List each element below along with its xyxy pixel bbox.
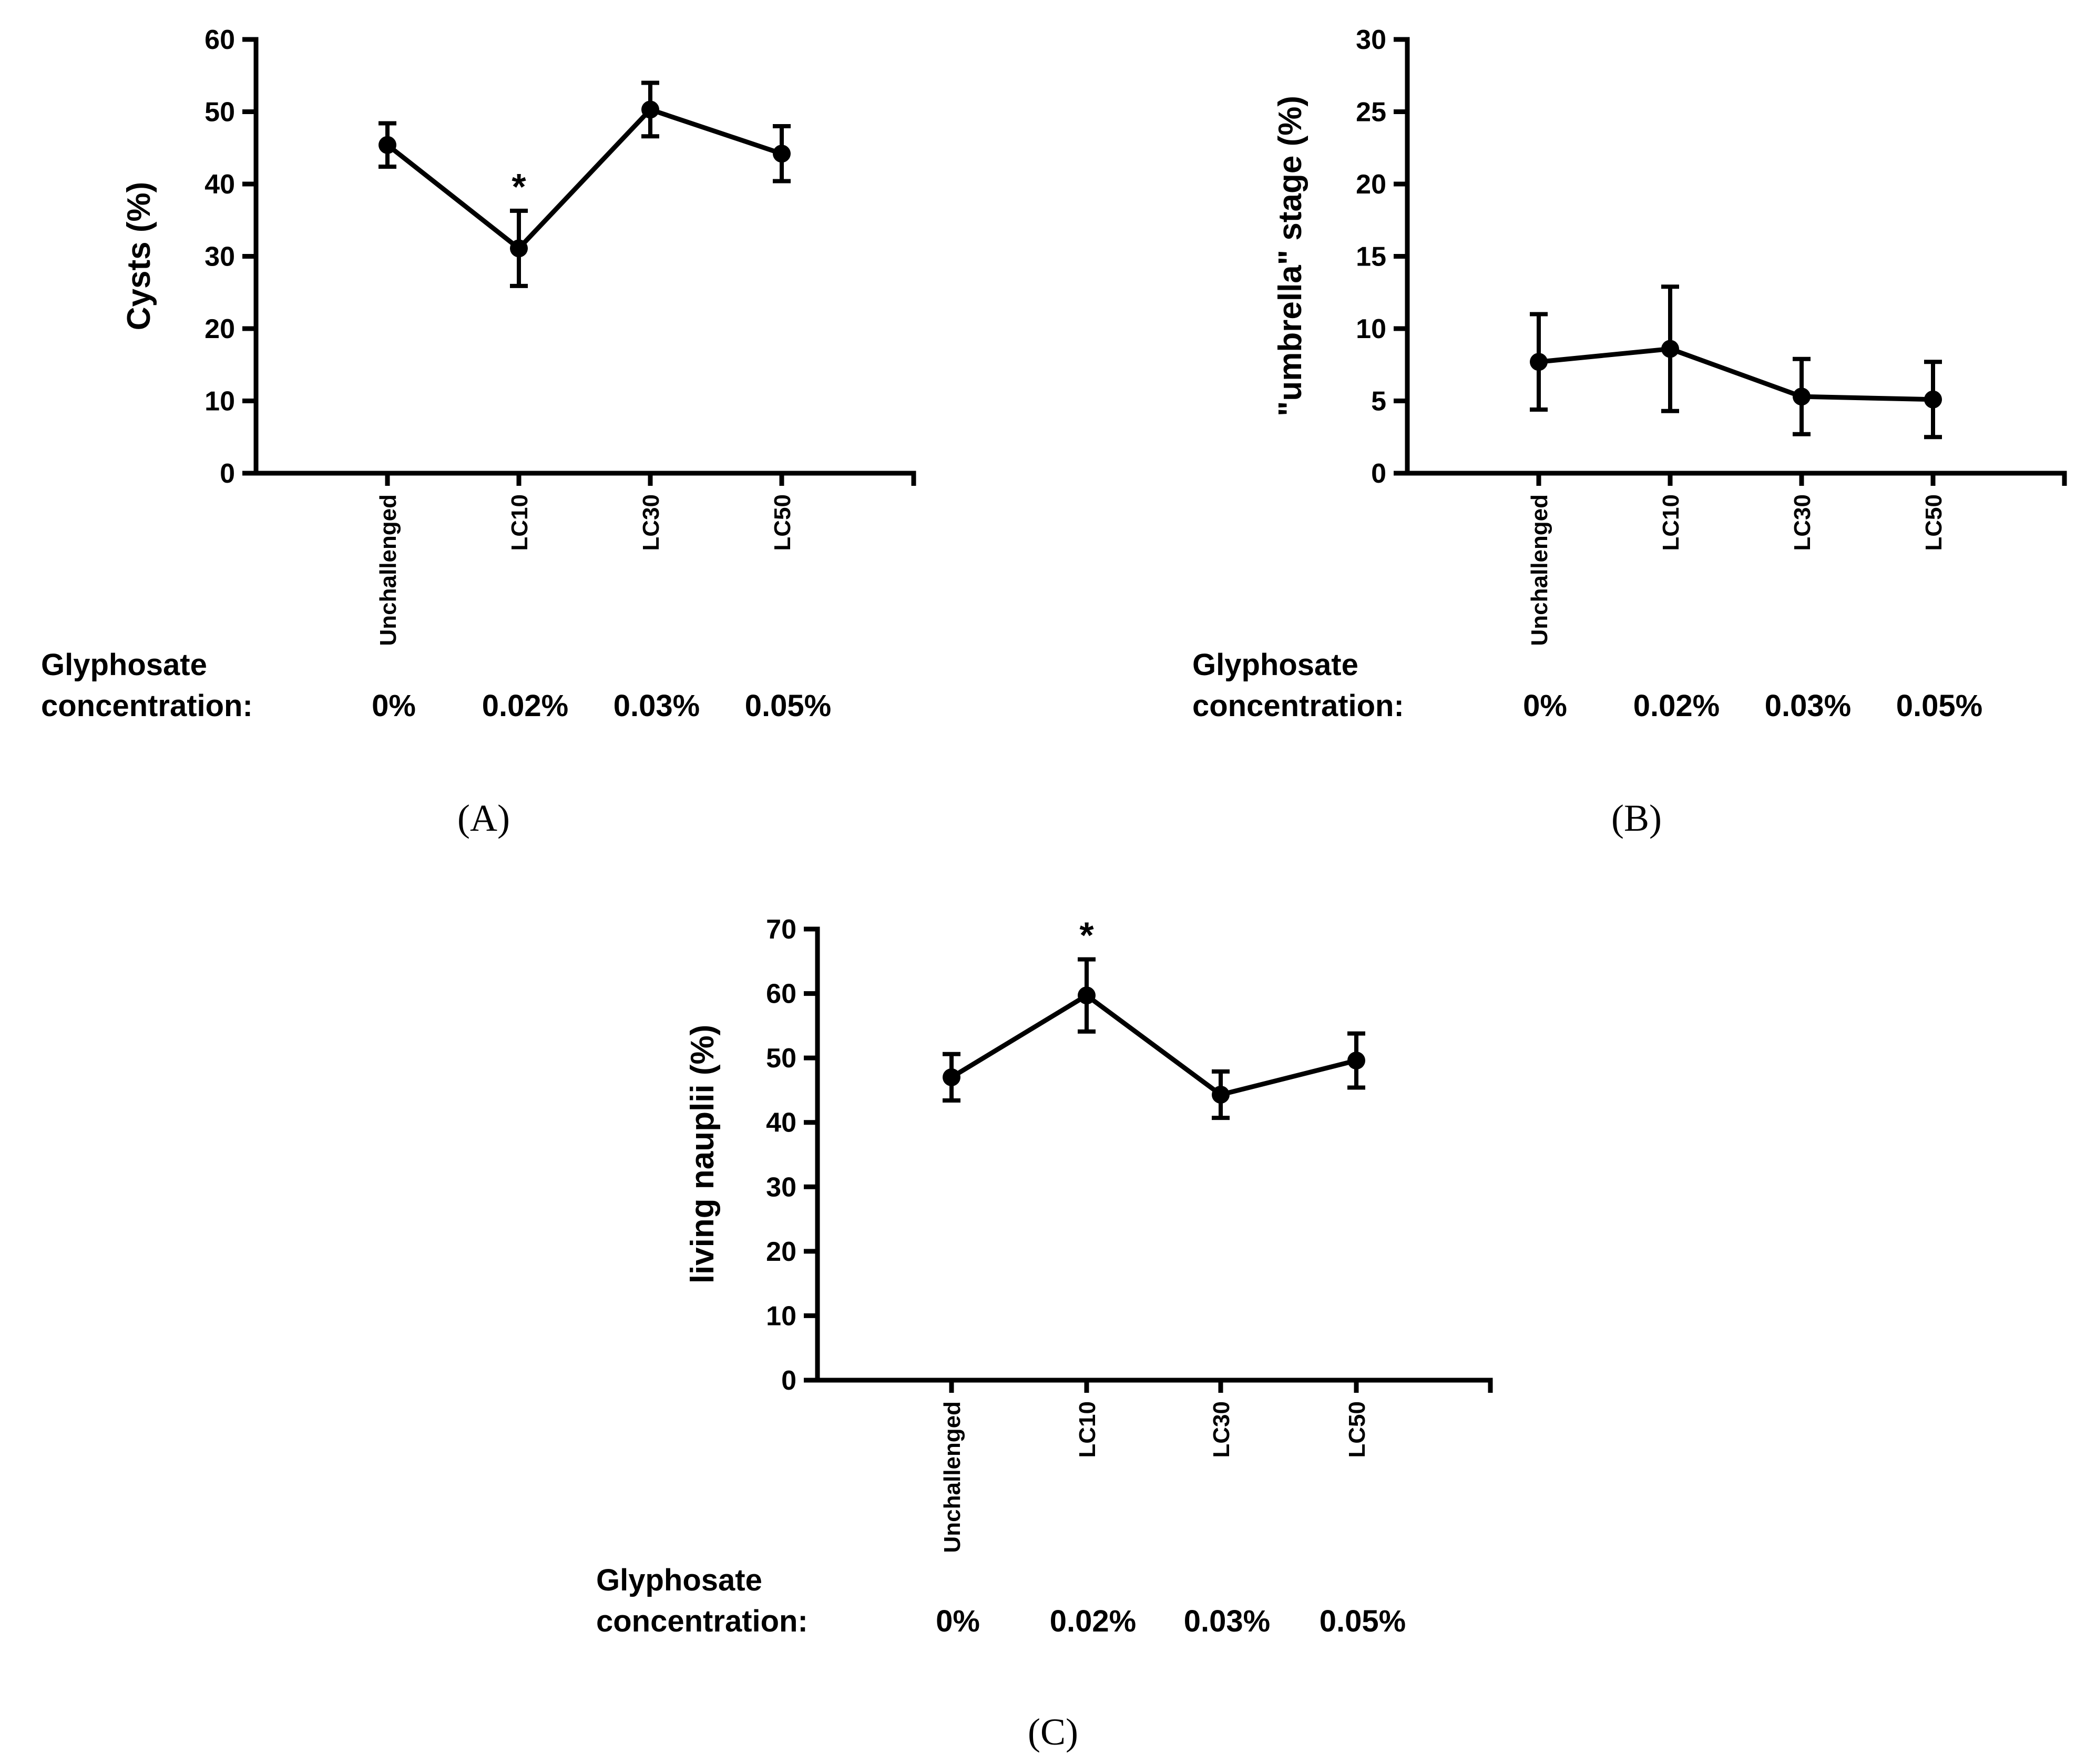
category-label: LC30	[638, 494, 664, 551]
concentration-label: 0.03%	[1765, 689, 1851, 723]
chart-panel-b: 0 5 10 15 20 25 30 "umbrella" stage (%) Unchalle…	[1192, 25, 2067, 839]
data-point	[1661, 340, 1679, 358]
concentration-label: 0%	[1523, 689, 1567, 723]
category-label: LC10	[1075, 1401, 1100, 1458]
concentration-label: 0.03%	[613, 689, 700, 723]
concentration-label: 0.05%	[1320, 1604, 1406, 1638]
y-tick-label: 30	[204, 242, 235, 272]
category-label: LC10	[1658, 494, 1684, 551]
data-point	[1212, 1086, 1230, 1104]
y-tick-label: 15	[1356, 242, 1386, 272]
category-label: Unchallenged	[1527, 494, 1552, 646]
y-tick-label: 30	[1356, 25, 1386, 55]
concentration-title-line1: Glyphosate	[41, 648, 207, 682]
y-tick-label: 20	[766, 1237, 796, 1267]
concentration-title-line1: Glyphosate	[1192, 648, 1358, 682]
series-line	[1538, 346, 1934, 402]
y-tick-label: 0	[781, 1365, 796, 1396]
y-tick-label: 60	[766, 979, 796, 1010]
category-label: Unchallenged	[939, 1401, 965, 1553]
concentration-title-line2: concentration:	[41, 689, 253, 723]
y-tick-label: 60	[204, 25, 235, 55]
y-tick-label: 5	[1371, 386, 1386, 417]
series-line	[386, 107, 783, 252]
y-tick-label: 70	[766, 914, 796, 945]
concentration-label: 0.02%	[1050, 1604, 1136, 1638]
y-tick-label: 50	[766, 1043, 796, 1074]
category-label: LC50	[1344, 1401, 1370, 1458]
y-tick-label: 20	[1356, 169, 1386, 200]
y-tick-label: 25	[1356, 97, 1386, 128]
category-label: LC30	[1209, 1401, 1234, 1458]
concentration-label: 0.03%	[1184, 1604, 1270, 1638]
data-point	[641, 100, 659, 119]
concentration-title-line2: concentration:	[1192, 689, 1404, 723]
panel-label: (A)	[457, 797, 510, 839]
data-point	[379, 136, 396, 154]
concentration-label: 0.05%	[1896, 689, 1982, 723]
chart-panel-c: 0 10 20 30 40 50 60 70 living nauplii (%) Unchall…	[596, 914, 1493, 1753]
concentration-label: 0%	[936, 1604, 980, 1638]
series-line	[950, 992, 1357, 1097]
data-point	[510, 239, 528, 258]
y-tick-label: 10	[204, 386, 235, 417]
y-tick-label: 0	[1371, 458, 1386, 489]
y-axis-title: "umbrella" stage (%)	[1272, 96, 1308, 416]
concentration-label: 0.02%	[1633, 689, 1720, 723]
category-label: LC50	[770, 494, 795, 551]
y-tick-label: 40	[204, 169, 235, 200]
concentration-title-line1: Glyphosate	[596, 1563, 762, 1597]
y-axis-title: Cysts (%)	[121, 182, 157, 331]
y-tick-label: 20	[204, 314, 235, 344]
data-point	[1793, 388, 1811, 406]
data-point	[943, 1068, 960, 1086]
panel-label: (B)	[1611, 797, 1662, 839]
significance-mark: *	[512, 166, 526, 207]
category-label: LC10	[507, 494, 533, 551]
y-tick-label: 10	[766, 1301, 796, 1331]
concentration-label: 0%	[372, 689, 416, 723]
concentration-label: 0.05%	[745, 689, 831, 723]
concentration-label: 0.02%	[482, 689, 568, 723]
category-label: LC50	[1921, 494, 1947, 551]
y-axis-title: living nauplii (%)	[684, 1025, 721, 1284]
y-tick-label: 40	[766, 1108, 796, 1138]
category-label: Unchallenged	[375, 494, 401, 646]
data-point	[1347, 1052, 1365, 1070]
data-point	[1530, 353, 1548, 371]
chart-panel-a: 0 10 20 30 40 50 60 Cysts (%) Unchallenged 0% LC10…	[41, 25, 916, 839]
concentration-title-line2: concentration:	[596, 1604, 808, 1638]
panel-label: (C)	[1028, 1711, 1078, 1753]
y-tick-label: 50	[204, 97, 235, 128]
data-point	[1924, 390, 1942, 409]
category-label: LC30	[1790, 494, 1815, 551]
data-point	[1078, 986, 1096, 1005]
significance-mark: *	[1079, 915, 1094, 956]
y-tick-label: 0	[220, 458, 235, 489]
y-tick-label: 10	[1356, 314, 1386, 344]
y-tick-label: 30	[766, 1172, 796, 1202]
data-point	[773, 145, 791, 163]
